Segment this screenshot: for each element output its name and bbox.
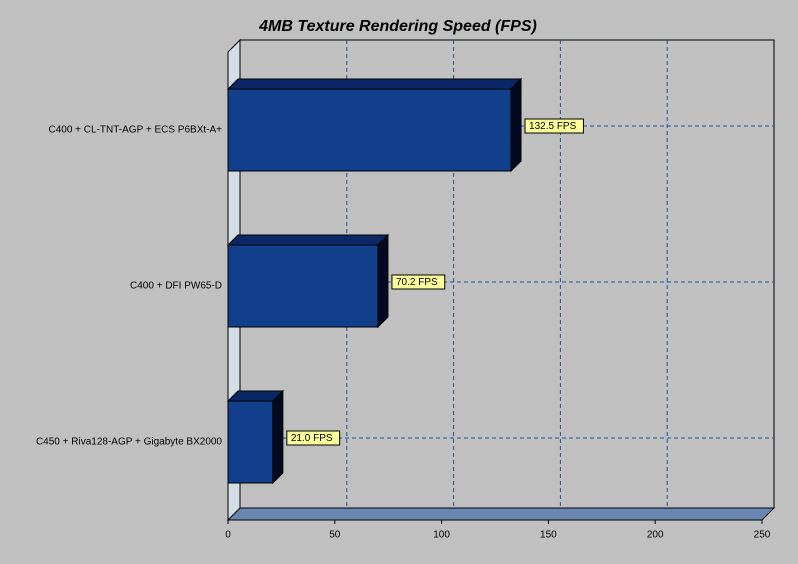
y-tick-label: C400 + DFI PW65-D	[130, 281, 222, 292]
value-label-box	[286, 430, 341, 446]
bar-top	[226, 78, 523, 90]
bar	[227, 88, 512, 172]
value-label-box	[391, 274, 446, 290]
chart-title: 4MB Texture Rendering Speed (FPS)	[258, 18, 537, 35]
y-tick-label: C450 + Riva128-AGP + Gigabyte BX2000	[36, 437, 222, 448]
y-tick-label: C400 + CL-TNT-AGP + ECS P6BXt-A+	[49, 125, 223, 136]
value-label: 21.0 FPS	[291, 433, 333, 444]
value-label-box	[524, 118, 584, 134]
bar	[227, 244, 379, 328]
floor	[226, 507, 776, 521]
bar	[227, 400, 274, 484]
bar-top	[226, 234, 390, 246]
bar-side	[510, 77, 522, 173]
bar-side	[272, 389, 284, 485]
value-label: 70.2 FPS	[396, 277, 438, 288]
bar-side	[377, 233, 389, 329]
x-tick-label: 0	[225, 530, 231, 541]
x-tick-label: 100	[433, 530, 450, 541]
x-tick-label: 50	[329, 530, 341, 541]
value-label: 132.5 FPS	[529, 121, 577, 132]
x-tick-label: 150	[540, 530, 557, 541]
x-tick-label: 250	[754, 530, 771, 541]
x-tick-label: 200	[647, 530, 664, 541]
